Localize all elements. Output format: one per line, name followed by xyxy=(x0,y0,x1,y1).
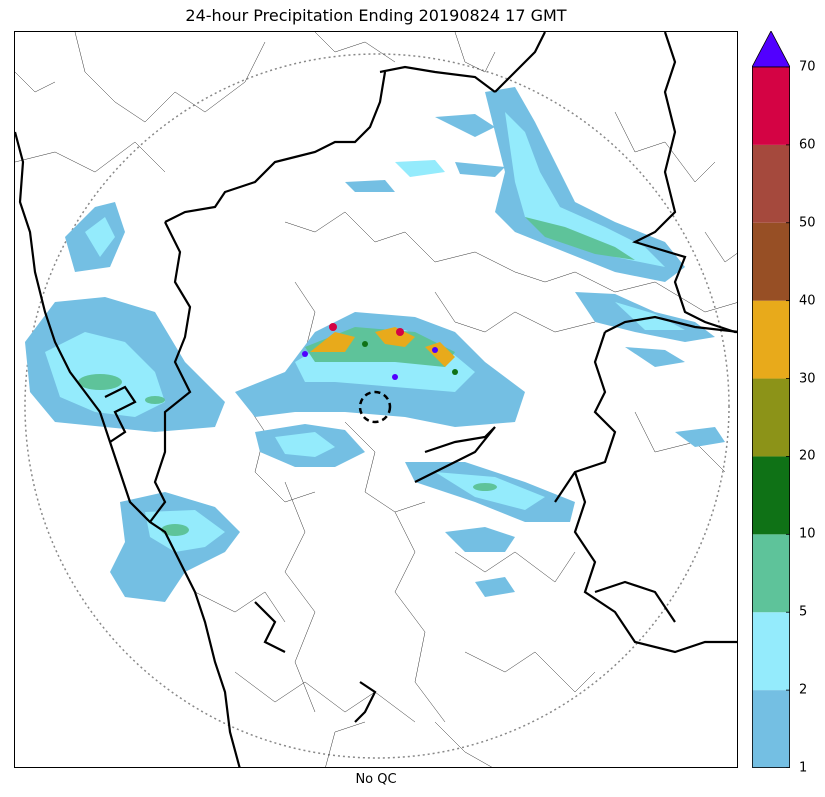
colorbar-segment xyxy=(752,67,790,145)
colorbar xyxy=(752,31,790,768)
colorbar-segment xyxy=(752,222,790,301)
radar-site-marker xyxy=(358,390,392,424)
colorbar-tick-label: 60 xyxy=(799,137,816,153)
state-boundaries xyxy=(15,32,737,767)
colorbar-tick-label: 40 xyxy=(799,293,816,309)
colorbar-segment xyxy=(752,456,790,535)
colorbar-tick-label: 10 xyxy=(799,526,816,542)
colorbar-segment xyxy=(752,690,790,768)
colorbar-segment xyxy=(752,144,790,223)
chart-title: 24-hour Precipitation Ending 20190824 17… xyxy=(185,6,567,25)
colorbar-tick-label: 20 xyxy=(799,448,816,464)
colorbar-extend-arrow xyxy=(752,31,790,68)
radar-range-ring xyxy=(24,53,730,759)
colorbar-tick-label: 5 xyxy=(799,604,808,620)
radar-map xyxy=(15,32,737,767)
colorbar-tick-label: 50 xyxy=(799,215,816,231)
colorbar-tick-label: 30 xyxy=(799,371,816,387)
colorbar-segment xyxy=(752,378,790,457)
x-axis-label: No QC xyxy=(355,772,397,787)
colorbar-tick-label: 70 xyxy=(799,59,816,75)
colorbar-tick-label: 1 xyxy=(799,760,808,776)
precipitation-field xyxy=(25,87,725,602)
colorbar-segment xyxy=(752,300,790,379)
radar-map-panel xyxy=(14,31,738,768)
colorbar-tick-label: 2 xyxy=(799,682,808,698)
colorbar-segment xyxy=(752,534,790,613)
colorbar-segment xyxy=(752,612,790,691)
